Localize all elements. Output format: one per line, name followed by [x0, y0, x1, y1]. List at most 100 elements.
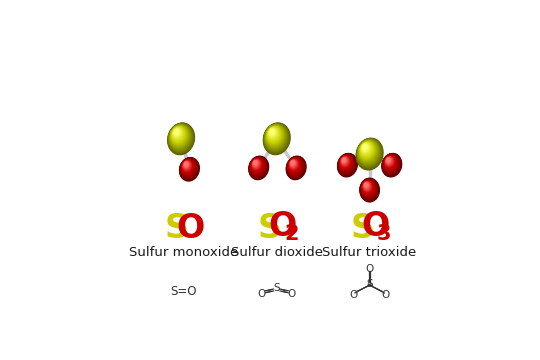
Ellipse shape	[339, 155, 353, 171]
Ellipse shape	[265, 124, 287, 151]
Ellipse shape	[250, 158, 265, 175]
Ellipse shape	[364, 183, 368, 188]
Ellipse shape	[385, 157, 394, 167]
Text: S: S	[273, 283, 280, 293]
Ellipse shape	[252, 160, 260, 169]
Ellipse shape	[364, 183, 369, 189]
Ellipse shape	[289, 159, 299, 170]
Ellipse shape	[383, 155, 399, 172]
Ellipse shape	[168, 123, 193, 153]
Ellipse shape	[265, 124, 287, 150]
Ellipse shape	[384, 156, 396, 170]
Ellipse shape	[182, 160, 193, 174]
Ellipse shape	[253, 160, 259, 167]
Ellipse shape	[172, 127, 184, 141]
Ellipse shape	[265, 125, 286, 149]
Text: S: S	[350, 212, 375, 246]
Ellipse shape	[361, 143, 373, 157]
Ellipse shape	[384, 156, 397, 171]
Ellipse shape	[183, 160, 193, 172]
Ellipse shape	[252, 159, 261, 170]
Ellipse shape	[290, 160, 297, 168]
Ellipse shape	[249, 156, 268, 180]
Ellipse shape	[249, 157, 268, 179]
Ellipse shape	[169, 124, 191, 150]
Ellipse shape	[287, 157, 305, 179]
Text: S=O: S=O	[171, 285, 197, 298]
Ellipse shape	[291, 161, 295, 166]
Ellipse shape	[361, 180, 376, 198]
Ellipse shape	[364, 182, 370, 190]
Ellipse shape	[386, 157, 393, 166]
Ellipse shape	[383, 154, 400, 174]
Ellipse shape	[252, 159, 262, 171]
Ellipse shape	[359, 140, 378, 163]
Ellipse shape	[340, 156, 350, 168]
Ellipse shape	[361, 179, 377, 199]
Ellipse shape	[268, 128, 279, 140]
Ellipse shape	[251, 158, 264, 174]
Ellipse shape	[387, 158, 391, 163]
Ellipse shape	[342, 158, 346, 162]
Ellipse shape	[342, 158, 346, 162]
Ellipse shape	[358, 140, 379, 164]
Ellipse shape	[289, 159, 300, 172]
Ellipse shape	[250, 157, 266, 176]
Ellipse shape	[252, 159, 262, 172]
Ellipse shape	[288, 158, 301, 174]
Ellipse shape	[254, 161, 256, 165]
Ellipse shape	[180, 158, 198, 179]
Ellipse shape	[267, 127, 280, 142]
Ellipse shape	[290, 160, 296, 167]
Ellipse shape	[180, 158, 199, 180]
Ellipse shape	[339, 155, 354, 172]
Ellipse shape	[174, 129, 179, 135]
Ellipse shape	[382, 154, 401, 176]
Ellipse shape	[385, 156, 395, 168]
Ellipse shape	[264, 123, 290, 154]
Ellipse shape	[360, 179, 379, 201]
Ellipse shape	[173, 128, 181, 138]
Ellipse shape	[363, 181, 372, 192]
Ellipse shape	[251, 158, 264, 173]
Ellipse shape	[359, 141, 376, 161]
Ellipse shape	[385, 157, 394, 167]
Ellipse shape	[386, 157, 391, 164]
Ellipse shape	[183, 161, 191, 171]
Ellipse shape	[341, 157, 349, 166]
Ellipse shape	[249, 157, 267, 178]
Ellipse shape	[362, 180, 375, 196]
Ellipse shape	[339, 154, 355, 174]
Ellipse shape	[286, 156, 306, 180]
Ellipse shape	[287, 157, 303, 176]
Ellipse shape	[172, 127, 185, 143]
Ellipse shape	[340, 156, 352, 170]
Ellipse shape	[387, 158, 390, 162]
Ellipse shape	[290, 160, 298, 169]
Ellipse shape	[357, 139, 380, 167]
Ellipse shape	[356, 138, 383, 170]
Ellipse shape	[383, 154, 399, 174]
Ellipse shape	[360, 178, 379, 202]
Ellipse shape	[184, 162, 188, 166]
Ellipse shape	[253, 160, 260, 168]
Text: S: S	[165, 212, 189, 246]
Ellipse shape	[384, 156, 396, 170]
Ellipse shape	[184, 161, 190, 169]
Ellipse shape	[360, 179, 379, 201]
Ellipse shape	[361, 179, 378, 200]
Ellipse shape	[253, 161, 258, 166]
Ellipse shape	[342, 158, 346, 163]
Ellipse shape	[251, 158, 263, 172]
Ellipse shape	[341, 157, 349, 167]
Ellipse shape	[185, 162, 187, 166]
Ellipse shape	[291, 161, 295, 166]
Ellipse shape	[359, 141, 377, 162]
Ellipse shape	[363, 145, 367, 149]
Ellipse shape	[362, 180, 374, 195]
Ellipse shape	[252, 159, 260, 169]
Ellipse shape	[287, 157, 305, 178]
Ellipse shape	[384, 155, 397, 171]
Text: S: S	[366, 279, 373, 289]
Ellipse shape	[360, 142, 373, 158]
